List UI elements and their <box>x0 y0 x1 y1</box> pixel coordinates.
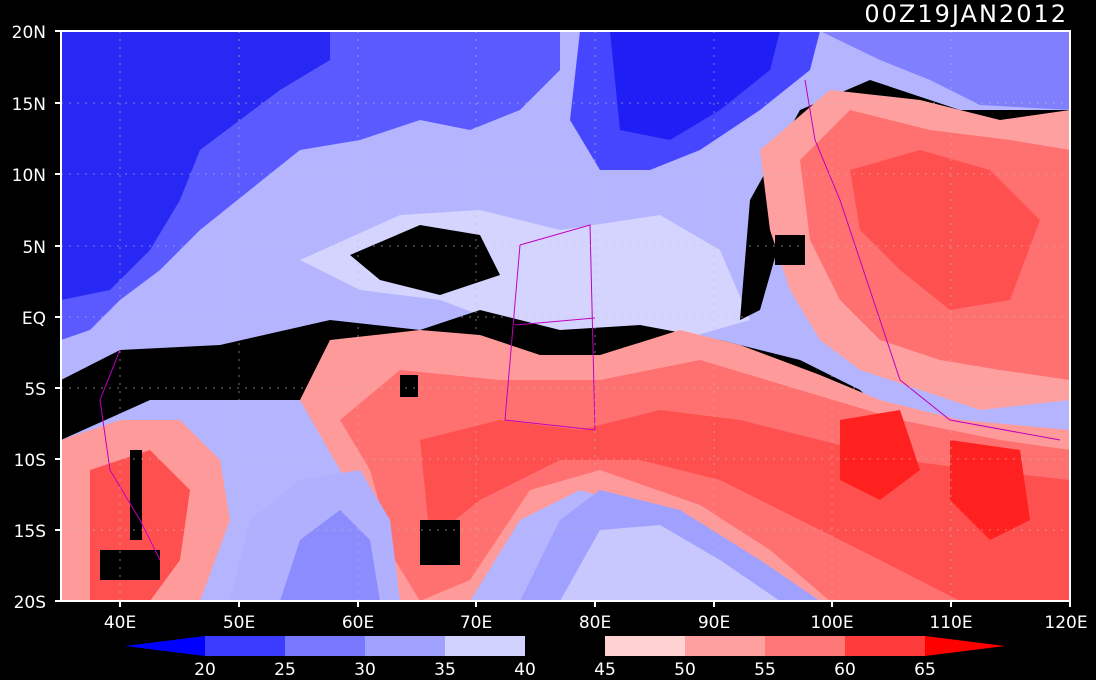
colorbar-level-label: 45 <box>594 660 616 680</box>
lat-label: 20S <box>14 593 46 613</box>
longitude-labels: 40E 50E 60E 70E 80E 90E 100E 110E 120E <box>104 613 1088 633</box>
colorbar-level-label: 60 <box>834 660 856 680</box>
colorbar-level-label: 20 <box>194 660 216 680</box>
colorbar-level-label: 35 <box>434 660 456 680</box>
colorbar-swatch <box>525 636 606 656</box>
lon-label: 80E <box>579 613 611 633</box>
lon-label: 90E <box>698 613 730 633</box>
colorbar-level-label: 30 <box>354 660 376 680</box>
contour-field <box>61 31 1070 601</box>
lat-label: EQ <box>22 309 46 329</box>
lat-label: 5N <box>22 238 46 258</box>
lon-label: 70E <box>460 613 492 633</box>
lon-label: 120E <box>1044 613 1087 633</box>
colorbar-swatch <box>445 636 526 656</box>
lat-label: 15N <box>12 95 46 115</box>
colorbar-level-label: 55 <box>754 660 776 680</box>
colorbar-level-label: 25 <box>274 660 296 680</box>
lon-label: 110E <box>929 613 972 633</box>
lat-label: 15S <box>14 522 46 542</box>
colorbar-swatch <box>845 636 926 656</box>
colorbar-swatch <box>365 636 446 656</box>
colorbar-arrow-high <box>925 636 1005 656</box>
lat-label: 5S <box>24 380 46 400</box>
colorbar-swatch <box>685 636 766 656</box>
lon-label: 50E <box>223 613 255 633</box>
colorbar-level-label: 65 <box>914 660 936 680</box>
lon-label: 100E <box>810 613 853 633</box>
colorbar-level-label: 50 <box>674 660 696 680</box>
grid-lines <box>61 31 1070 601</box>
map-title: 00Z19JAN2012 <box>864 0 1068 28</box>
colorbar <box>125 636 1005 656</box>
latitude-labels: 20N 15N 10N 5N EQ 5S 10S 15S 20S <box>12 23 46 613</box>
colorbar-swatch <box>285 636 366 656</box>
colorbar-arrow-low <box>125 636 205 656</box>
tick-marks <box>55 30 1071 607</box>
lon-label: 60E <box>342 613 374 633</box>
colorbar-swatch <box>205 636 286 656</box>
colorbar-labels: 20 25 30 35 40 45 50 55 60 65 <box>194 660 936 680</box>
lat-label: 10N <box>12 166 46 186</box>
colorbar-swatch <box>765 636 846 656</box>
lat-label: 20N <box>12 23 46 43</box>
lat-label: 10S <box>14 451 46 471</box>
colorbar-swatch <box>605 636 686 656</box>
lon-label: 40E <box>104 613 136 633</box>
colorbar-level-label: 40 <box>514 660 536 680</box>
